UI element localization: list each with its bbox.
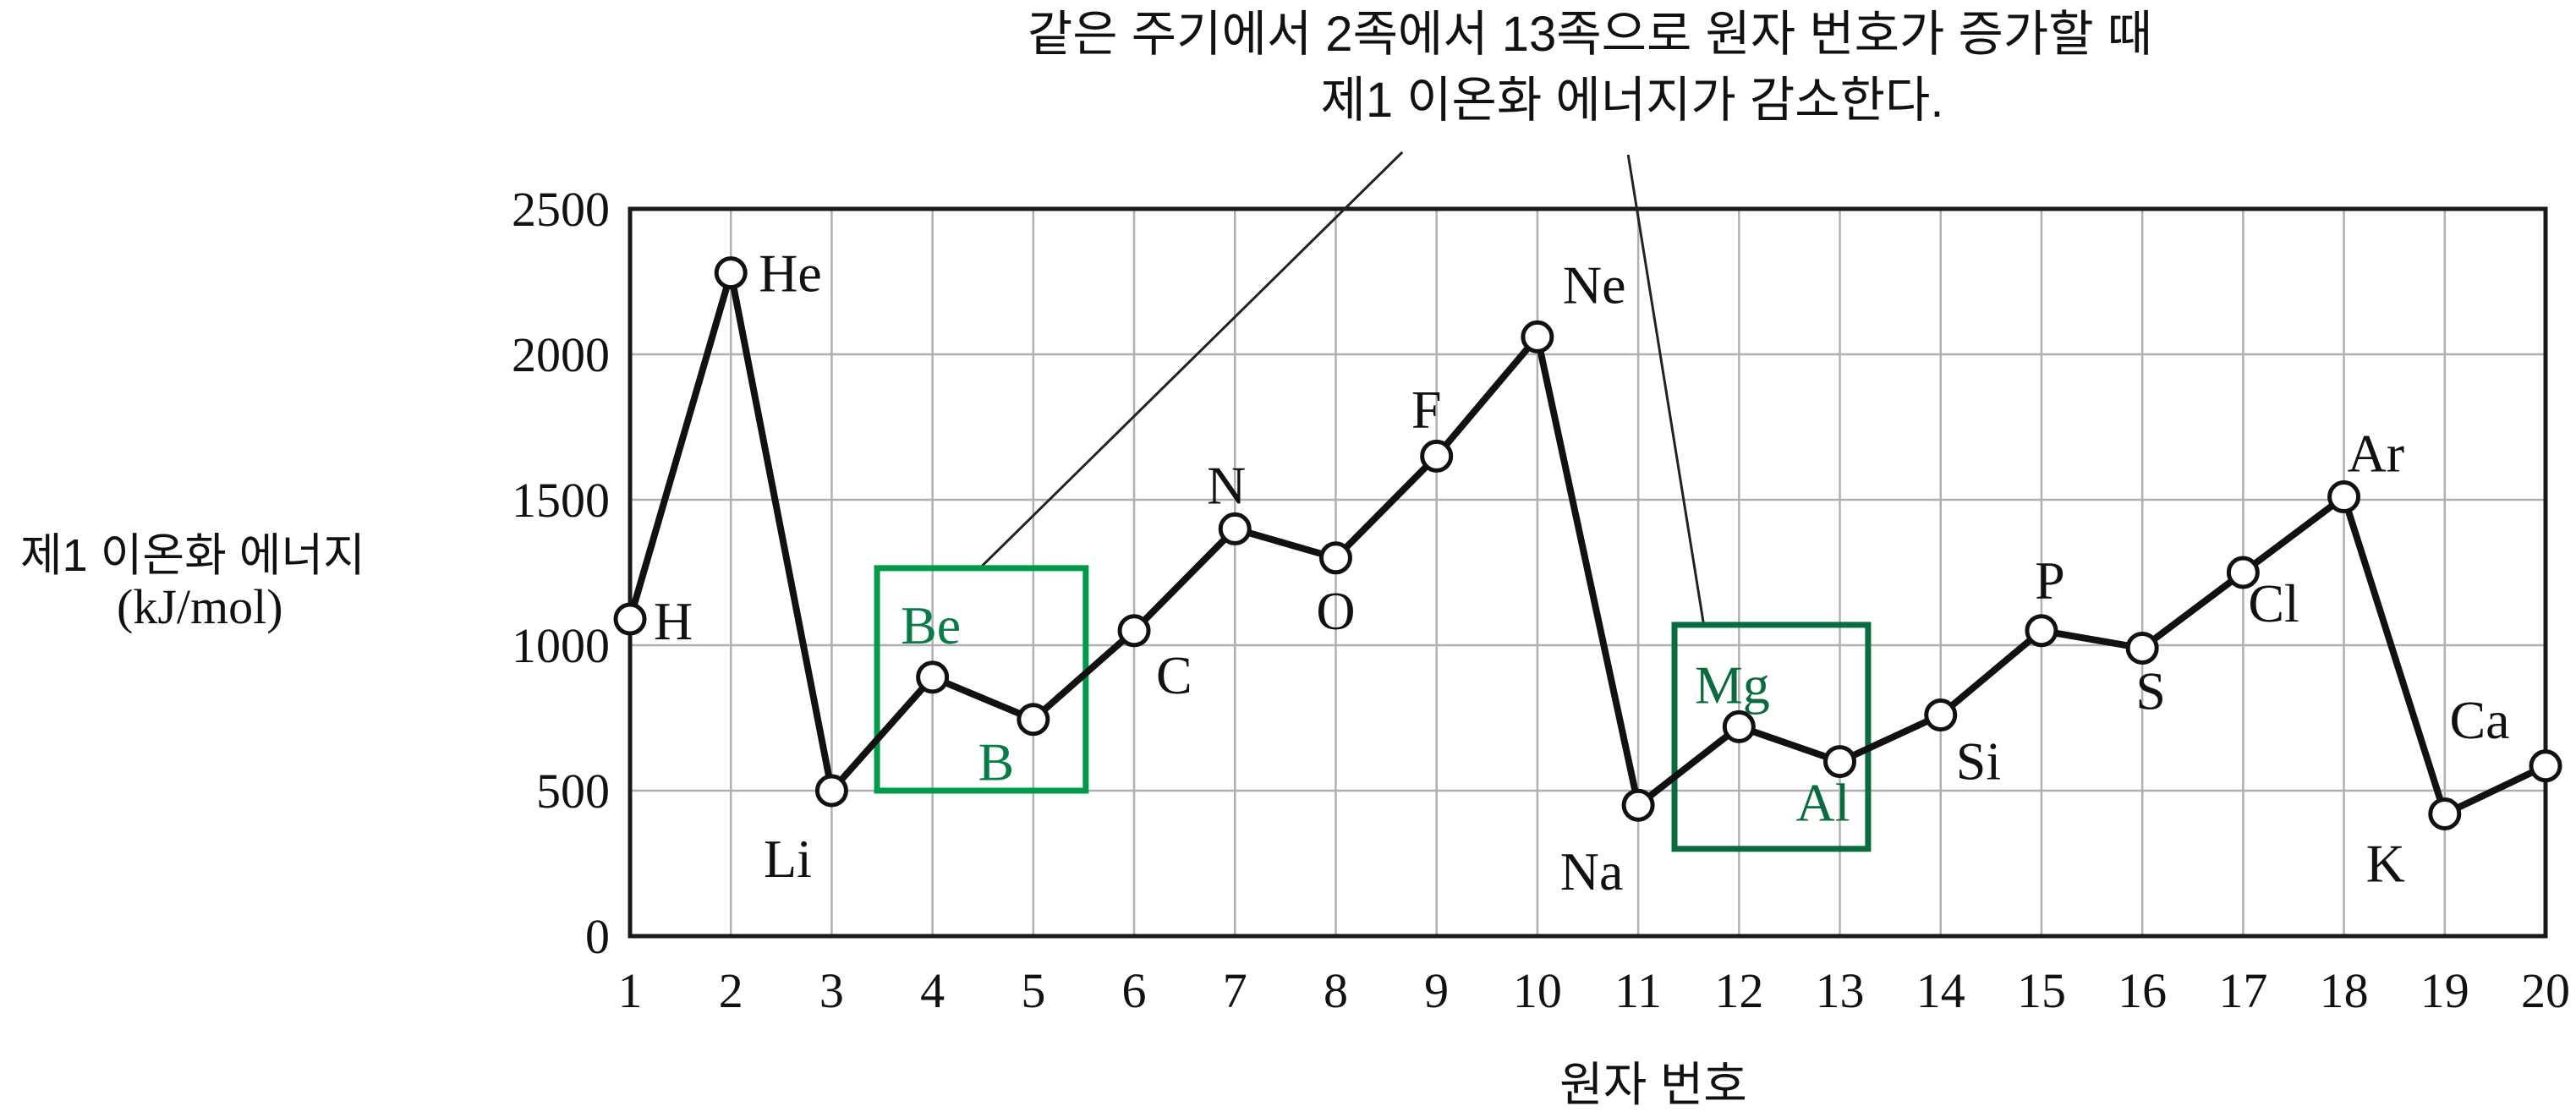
- point-B: [1017, 703, 1050, 737]
- element-label-Li: Li: [764, 829, 812, 889]
- point-Ar: [2327, 480, 2361, 514]
- y-tick-label-2000: 2000: [512, 327, 610, 382]
- x-tick-label-3: 3: [819, 963, 844, 1018]
- element-label-C: C: [1156, 645, 1192, 705]
- element-label-H: H: [654, 591, 693, 651]
- annotation-line-2: 제1 이온화 에너지가 감소한다.: [1320, 73, 1944, 128]
- element-label-F: F: [1411, 379, 1442, 439]
- x-tick-label-19: 19: [2420, 963, 2469, 1018]
- x-tick-label-12: 12: [1714, 963, 1763, 1018]
- x-tick-label-17: 17: [2218, 963, 2267, 1018]
- element-label-N: N: [1207, 455, 1246, 515]
- x-tick-label-20: 20: [2521, 963, 2570, 1018]
- y-tick-label-1000: 1000: [512, 618, 610, 673]
- y-tick-label-1500: 1500: [512, 473, 610, 528]
- element-label-Cl: Cl: [2248, 573, 2299, 633]
- x-tick-label-5: 5: [1021, 963, 1045, 1018]
- x-tick-label-15: 15: [2017, 963, 2066, 1018]
- x-tick-label-9: 9: [1424, 963, 1449, 1018]
- y-tick-label-0: 0: [585, 909, 610, 964]
- point-He: [714, 256, 748, 290]
- point-Ca: [2529, 749, 2562, 783]
- x-tick-label-11: 11: [1614, 963, 1662, 1018]
- plot-border: [628, 206, 2548, 939]
- element-label-Na: Na: [1560, 841, 1624, 901]
- y-axis-title: 제1 이온화 에너지: [20, 530, 365, 581]
- x-tick-label-2: 2: [719, 963, 743, 1018]
- y-tick-label-2500: 2500: [512, 182, 610, 237]
- point-Be: [916, 660, 950, 694]
- point-O: [1318, 541, 1352, 575]
- point-N: [1218, 512, 1252, 545]
- point-Al: [1823, 745, 1857, 779]
- point-Mg: [1722, 709, 1756, 743]
- point-Si: [1924, 698, 1958, 732]
- element-label-Be: Be: [901, 595, 961, 655]
- data-line: [627, 269, 2549, 818]
- point-F: [1420, 439, 1454, 473]
- element-label-Al: Al: [1796, 773, 1850, 833]
- element-label-Si: Si: [1956, 731, 2001, 792]
- x-tick-label-7: 7: [1223, 963, 1247, 1018]
- x-tick-label-14: 14: [1916, 963, 1965, 1018]
- element-label-S: S: [2135, 660, 2166, 720]
- x-tick-label-4: 4: [920, 963, 945, 1018]
- element-label-Mg: Mg: [1695, 655, 1770, 715]
- x-tick-label-1: 1: [618, 963, 643, 1018]
- box-mg-al: [1671, 622, 1872, 852]
- element-label-He: He: [759, 244, 822, 304]
- x-tick-label-6: 6: [1122, 963, 1147, 1018]
- point-H: [613, 602, 647, 636]
- element-label-Ca: Ca: [2449, 690, 2509, 750]
- element-label-Ar: Ar: [2348, 424, 2405, 484]
- x-tick-label-16: 16: [2118, 963, 2167, 1018]
- element-label-Ne: Ne: [1563, 255, 1626, 315]
- point-K: [2428, 797, 2462, 831]
- element-label-P: P: [2035, 551, 2065, 611]
- point-S: [2125, 631, 2159, 665]
- x-tick-label-10: 10: [1513, 963, 1562, 1018]
- element-label-O: O: [1316, 581, 1355, 641]
- y-tick-label-500: 500: [536, 764, 610, 819]
- element-label-B: B: [978, 732, 1014, 792]
- x-tick-label-18: 18: [2320, 963, 2369, 1018]
- x-axis-title: 원자 번호: [1559, 1058, 1747, 1111]
- point-Cl: [2226, 556, 2260, 589]
- point-C: [1117, 614, 1151, 648]
- element-label-K: K: [2366, 834, 2405, 894]
- annotation-line-1: 같은 주기에서 2족에서 13족으로 원자 번호가 증가할 때: [1027, 7, 2153, 62]
- box-be-b: [874, 565, 1089, 794]
- x-tick-label-13: 13: [1816, 963, 1865, 1018]
- leader-to-mg-al-box: [1626, 154, 1706, 626]
- point-Ne: [1521, 320, 1554, 353]
- leader-to-be-b-box: [978, 151, 1404, 569]
- y-axis-unit: (kJ/mol): [117, 579, 283, 634]
- point-P: [2025, 614, 2058, 648]
- point-Li: [814, 774, 848, 808]
- x-tick-label-8: 8: [1324, 963, 1348, 1018]
- point-Na: [1621, 788, 1655, 822]
